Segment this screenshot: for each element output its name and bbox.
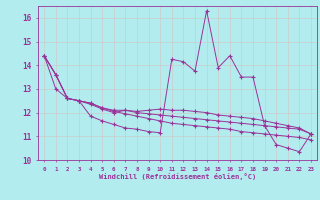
X-axis label: Windchill (Refroidissement éolien,°C): Windchill (Refroidissement éolien,°C) — [99, 173, 256, 180]
